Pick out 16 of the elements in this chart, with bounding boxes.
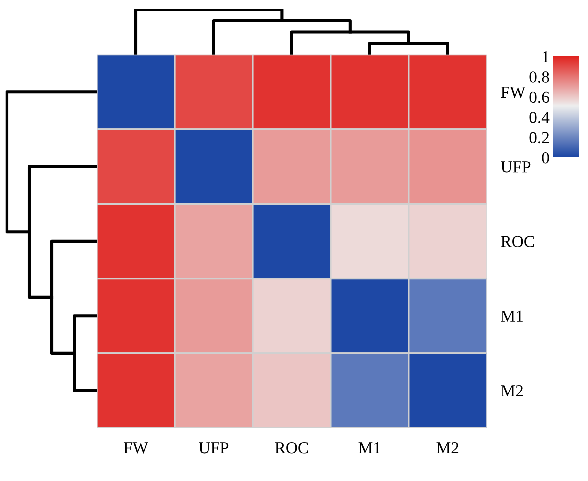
y-tick-label: M2 [501, 386, 523, 397]
color-bar-label: 0.4 [530, 112, 550, 124]
x-tick-label: M2 [436, 442, 459, 454]
color-bar-label: 0.8 [530, 72, 550, 83]
y-tick-label: FW [501, 87, 526, 98]
y-tick-label: ROC [501, 236, 534, 248]
x-tick-label: ROC [275, 442, 308, 454]
x-tick-label: M1 [358, 442, 380, 454]
x-tick-label: FW [124, 442, 148, 454]
color-bar-label: 0.6 [530, 92, 550, 104]
y-tick-label: UFP [501, 162, 531, 173]
color-bar-label: 0 [542, 152, 550, 164]
x-tick-label: UFP [199, 442, 229, 454]
color-bar-label: 1 [543, 52, 549, 63]
y-tick-label: M1 [501, 310, 523, 322]
color-bar-label: 0.2 [530, 132, 550, 144]
